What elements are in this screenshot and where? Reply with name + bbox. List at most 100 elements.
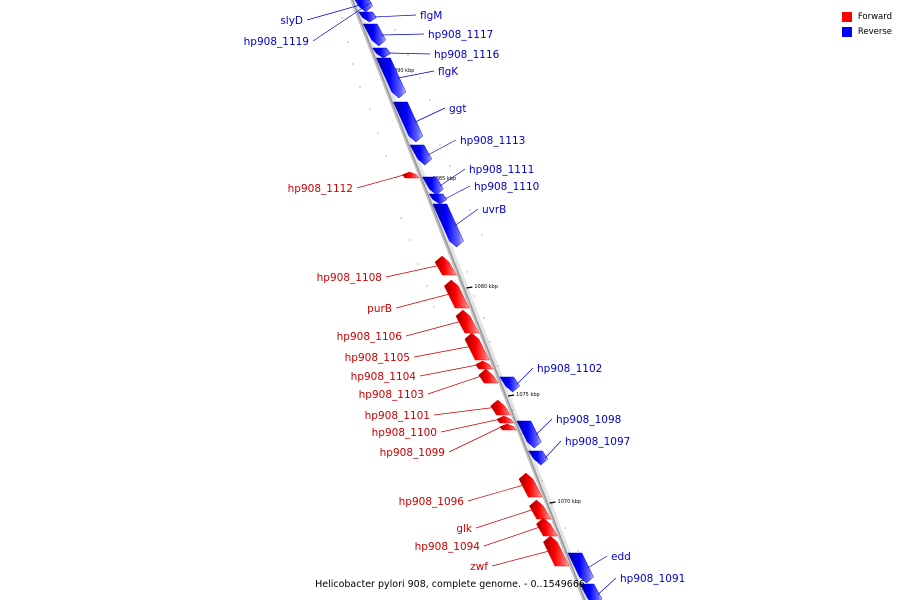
- gene-feature[interactable]: hp908_1091: [579, 573, 685, 600]
- gene-feature[interactable]: uvrB: [432, 203, 507, 248]
- gene-label[interactable]: hp908_1111: [469, 164, 534, 176]
- gene-label[interactable]: ggt: [449, 103, 466, 115]
- gene-label[interactable]: hp908_1091: [620, 573, 685, 585]
- gene-arrow[interactable]: [529, 499, 552, 520]
- gene-label[interactable]: hp908_1099: [380, 447, 445, 459]
- gene-label[interactable]: uvrB: [482, 204, 506, 216]
- gene-arrow[interactable]: [475, 360, 494, 370]
- gene-feature[interactable]: flgM: [358, 10, 443, 23]
- gene-feature[interactable]: hp908_1096: [399, 472, 543, 508]
- gene-label[interactable]: flgM: [420, 10, 442, 22]
- gene-arrow[interactable]: [567, 552, 594, 584]
- gene-arrow[interactable]: [499, 376, 520, 393]
- gene-leader-line: [374, 14, 417, 18]
- gene-arrow[interactable]: [409, 144, 433, 166]
- gene-label[interactable]: zwf: [470, 561, 488, 573]
- gene-feature[interactable]: hp908_1117: [362, 23, 493, 47]
- gene-arrow[interactable]: [402, 171, 420, 179]
- gene-feature[interactable]: hp908_1098: [516, 414, 622, 449]
- gene-feature[interactable]: ggt: [393, 101, 466, 143]
- gene-feature[interactable]: hp908_1101: [365, 399, 511, 422]
- gene-feature[interactable]: hp908_1105: [345, 332, 490, 364]
- gene-label[interactable]: hp908_1105: [345, 352, 410, 364]
- gene-arrow[interactable]: [478, 368, 499, 384]
- gene-feature[interactable]: edd: [567, 551, 631, 584]
- gene-label[interactable]: hp908_1097: [565, 436, 630, 448]
- gene-arrow[interactable]: [443, 279, 470, 309]
- gene-arrow[interactable]: [516, 420, 542, 449]
- gene-label[interactable]: hp908_1096: [399, 496, 465, 508]
- gene-feature[interactable]: hp908_1094: [415, 517, 558, 553]
- gene-arrow[interactable]: [428, 193, 448, 205]
- gene-arrow[interactable]: [393, 101, 424, 143]
- gene-feature[interactable]: hp908_1099: [380, 423, 517, 459]
- spacer-mark: [483, 317, 485, 319]
- gene-feature[interactable]: hp908_1113: [409, 135, 525, 166]
- gene-leader-line: [395, 293, 450, 309]
- gene-feature[interactable]: hp908_1103: [359, 368, 499, 401]
- gene-feature[interactable]: flgK: [375, 57, 459, 99]
- gene-label[interactable]: hp908_1098: [556, 414, 621, 426]
- gene-label[interactable]: hp908_1100: [372, 427, 437, 439]
- gene-feature[interactable]: hp908_1116: [372, 47, 500, 61]
- gene-feature[interactable]: hp908_1104: [351, 360, 494, 383]
- spacer-mark: [469, 209, 471, 211]
- gene-label[interactable]: slyD: [280, 15, 303, 27]
- gene-arrow[interactable]: [579, 583, 603, 600]
- gene-arrow[interactable]: [421, 176, 444, 196]
- gene-feature[interactable]: hp908_1110: [428, 181, 539, 205]
- gene-feature[interactable]: hp908_1102: [499, 363, 603, 393]
- gene-arrow[interactable]: [352, 0, 373, 13]
- gene-feature[interactable]: hp908_1111: [421, 164, 534, 196]
- gene-label[interactable]: hp908_1104: [351, 371, 417, 383]
- gene-arrow[interactable]: [362, 23, 387, 47]
- gene-arrow[interactable]: [499, 423, 517, 431]
- gene-arrow[interactable]: [490, 399, 511, 416]
- spacer-mark: [394, 29, 396, 31]
- gene-leader-line: [405, 321, 461, 337]
- gene-label[interactable]: hp908_1102: [537, 363, 602, 375]
- gene-label[interactable]: hp908_1119: [244, 36, 309, 48]
- gene-arrow[interactable]: [464, 332, 490, 361]
- gene-arrow[interactable]: [536, 517, 558, 537]
- backbone-shadow: [351, 0, 590, 600]
- gene-leader-line: [427, 375, 482, 395]
- gene-label[interactable]: hp908_1110: [474, 181, 539, 193]
- gene-feature[interactable]: purB: [367, 279, 470, 315]
- gene-label[interactable]: flgK: [438, 66, 459, 78]
- gene-arrow[interactable]: [518, 472, 543, 498]
- gene-label[interactable]: hp908_1112: [288, 183, 353, 195]
- gene-label[interactable]: hp908_1116: [434, 49, 500, 61]
- gene-feature[interactable]: glk: [456, 499, 552, 535]
- gene-label[interactable]: purB: [367, 303, 392, 315]
- spacer-mark: [409, 239, 411, 241]
- gene-label[interactable]: hp908_1101: [365, 410, 430, 422]
- gene-arrow[interactable]: [372, 47, 391, 59]
- gene-label[interactable]: hp908_1094: [415, 541, 481, 553]
- gene-arrow[interactable]: [358, 11, 377, 23]
- spacer-mark: [359, 86, 361, 88]
- gene-label[interactable]: hp908_1103: [359, 389, 424, 401]
- gene-arrow[interactable]: [496, 415, 515, 424]
- gene-label[interactable]: hp908_1113: [460, 135, 525, 147]
- gene-arrow[interactable]: [542, 535, 570, 567]
- gene-arrow[interactable]: [375, 57, 407, 99]
- gene-arrow[interactable]: [434, 255, 457, 276]
- legend-item-reverse: Reverse: [841, 24, 892, 39]
- gene-feature[interactable]: zwf: [470, 535, 570, 573]
- gene-arrow[interactable]: [432, 203, 464, 248]
- gene-label[interactable]: hp908_1108: [317, 272, 382, 284]
- gene-arrow[interactable]: [455, 309, 480, 334]
- gene-feature[interactable]: hp908_1119: [244, 0, 373, 48]
- gene-label[interactable]: hp908_1106: [337, 331, 403, 343]
- legend-item-forward: Forward: [841, 9, 892, 24]
- gene-arrow[interactable]: [527, 450, 549, 466]
- gene-feature[interactable]: hp908_1112: [288, 171, 420, 195]
- gene-feature[interactable]: hp908_1100: [372, 415, 515, 439]
- gene-label[interactable]: hp908_1117: [428, 29, 493, 41]
- gene-feature[interactable]: hp908_1097: [527, 436, 630, 466]
- gene-label[interactable]: edd: [611, 551, 631, 563]
- gene-feature[interactable]: hp908_1106: [337, 309, 480, 343]
- gene-label[interactable]: glk: [456, 523, 473, 535]
- gene-feature[interactable]: hp908_1108: [317, 255, 457, 284]
